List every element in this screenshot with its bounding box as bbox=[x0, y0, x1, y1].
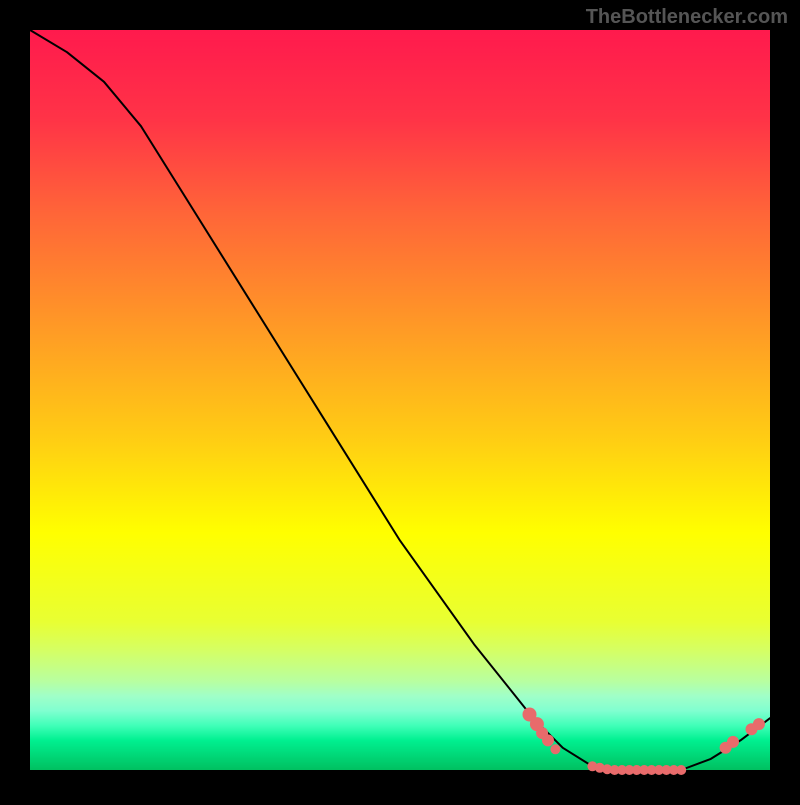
data-marker bbox=[753, 718, 765, 730]
chart-svg bbox=[0, 0, 800, 800]
data-marker bbox=[550, 744, 560, 754]
bottleneck-chart bbox=[0, 0, 800, 800]
watermark-text: TheBottlenecker.com bbox=[586, 6, 788, 29]
plot-background bbox=[30, 30, 770, 770]
data-marker bbox=[727, 736, 739, 748]
data-marker bbox=[676, 765, 686, 775]
data-marker bbox=[542, 734, 554, 746]
